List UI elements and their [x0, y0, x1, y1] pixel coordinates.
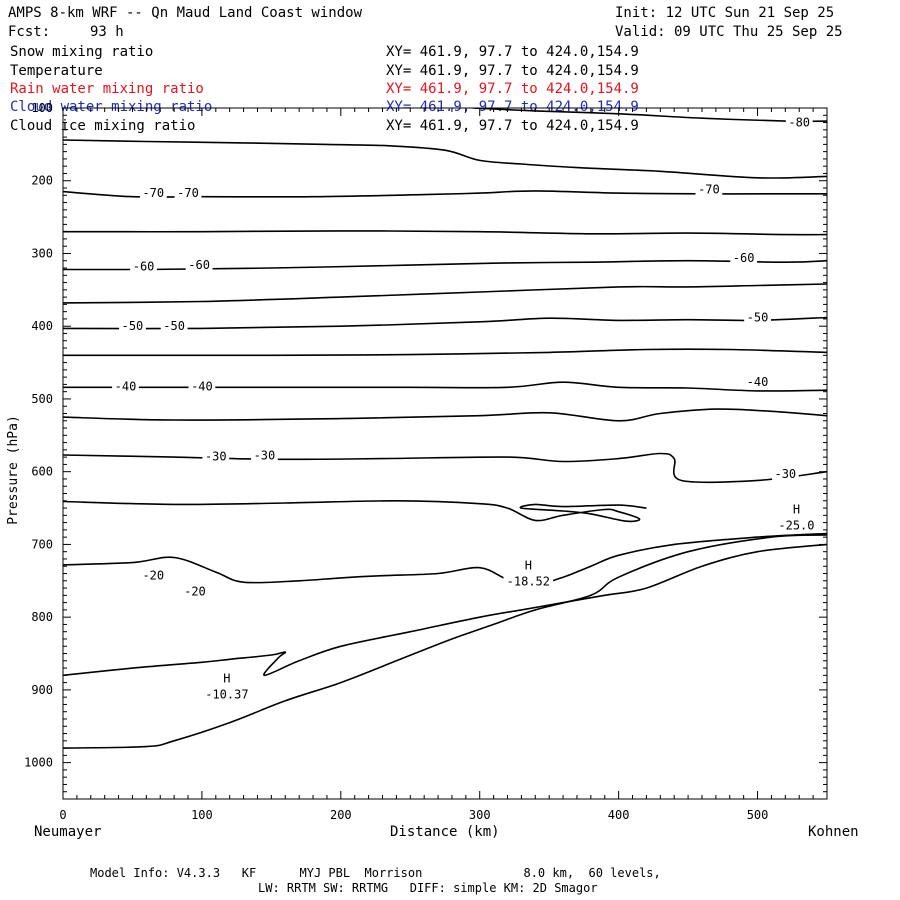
contour-label-bg: [251, 447, 278, 462]
init-time: Init: 12 UTC Sun 21 Sep 25: [615, 5, 835, 21]
contour-label-bg: [771, 465, 799, 480]
contour-label-bg: [185, 257, 213, 272]
contour-label: -30: [774, 467, 796, 481]
contour-label: -60: [133, 260, 155, 274]
y-tick-label: 800: [31, 610, 53, 624]
contour-label-bg: [785, 114, 813, 129]
y-tick-label: 400: [31, 319, 53, 333]
contour-label-bg: [730, 249, 758, 264]
contour-label: -20: [184, 585, 206, 599]
axes-layer: 0 100 200 300 400 500 100 200 300 400 500 600 700 800…: [24, 101, 828, 822]
isotherm-line: [63, 139, 827, 179]
extremum-value-bg: [503, 574, 554, 588]
isotherm-line: [63, 408, 827, 422]
contour-label-bg: [188, 378, 216, 393]
contour-label-bg: [202, 448, 230, 463]
isotherm-line: [63, 259, 827, 271]
field-name: Temperature: [10, 63, 103, 79]
contour-label: -70: [142, 186, 164, 200]
contour-label-bg: [130, 258, 157, 273]
x-tick-label: 100: [191, 808, 213, 822]
contour-label-bg: [744, 374, 771, 389]
field-name: Rain water mixing ratio: [10, 81, 204, 97]
isotherm-line: [63, 534, 827, 749]
x-tick-label: 500: [747, 808, 769, 822]
field-xy: XY= 461.9, 97.7 to 424.0,154.9: [386, 81, 639, 97]
x-end-label: Kohnen: [808, 824, 859, 840]
contour-label: -60: [188, 258, 210, 272]
contour-label: -50: [747, 310, 769, 324]
contour-label-bg: [139, 567, 167, 582]
isotherm-line: [63, 532, 827, 586]
y-tick-label: 100: [31, 101, 53, 115]
forecast-hours: 93 h: [90, 24, 124, 40]
contour-label: -60: [733, 251, 755, 265]
isotherm-line: [63, 283, 827, 304]
contour-label-bg: [695, 181, 723, 196]
field-xy: XY= 461.9, 97.7 to 424.0,154.9: [386, 44, 639, 60]
contour-label-bg: [744, 309, 771, 324]
valid-time: Valid: 09 UTC Thu 25 Sep 25: [615, 24, 843, 40]
contour-label-bg: [119, 318, 146, 333]
isotherm-line: [63, 230, 827, 236]
label-layer: -80 -70 -70 -70 -60 -60 -60 -50 -50 -50 -40 -40 -40 -…: [112, 114, 818, 701]
extremum-value: -18.52: [507, 575, 550, 589]
forecast-label: Fcst:: [8, 24, 51, 40]
extremum-symbol: H: [793, 503, 800, 517]
y-tick-label: 300: [31, 246, 53, 260]
physics-info: LW: RRTM SW: RRTMG DIFF: simple KM: 2D S…: [258, 881, 598, 895]
contour-label-bg: [181, 583, 209, 598]
field-xy: XY= 461.9, 97.7 to 424.0,154.9: [386, 63, 639, 79]
contour-layer: [63, 108, 827, 749]
x-tick-label: 300: [469, 808, 491, 822]
x-axis-title: Distance (km): [390, 824, 500, 840]
contour-label-bg: [160, 318, 188, 333]
isotherm-line: [63, 348, 827, 357]
contour-label: -40: [747, 375, 769, 389]
contour-label: -40: [115, 380, 137, 394]
isotherm-line: [63, 316, 827, 330]
extremum-symbol: H: [223, 671, 230, 685]
contour-label: -70: [177, 186, 199, 200]
contour-label: -30: [205, 449, 227, 463]
extremum-value-bg: [202, 687, 252, 701]
contour-label-bg: [112, 378, 139, 393]
contour-label: -40: [191, 380, 213, 394]
isotherm-line: [63, 452, 827, 484]
contour-label: -30: [254, 449, 276, 463]
field-name: Snow mixing ratio: [10, 44, 154, 60]
extremum-value: -25.0: [778, 519, 814, 533]
chart-title: AMPS 8-km WRF -- Qn Maud Land Coast wind…: [8, 5, 363, 21]
extremum-symbol: H: [525, 559, 532, 573]
y-axis-title: Pressure (hPa): [6, 415, 21, 525]
x-tick-label: 0: [59, 808, 66, 822]
y-tick-label: 1000: [24, 756, 53, 770]
y-tick-label: 600: [31, 465, 53, 479]
extremum-value: -10.37: [205, 687, 248, 701]
contour-label: -70: [698, 182, 720, 196]
contour-label: -50: [163, 319, 185, 333]
contour-label: -80: [788, 116, 810, 130]
plot-frame: [62, 107, 828, 800]
isotherm-line: [63, 499, 647, 523]
isotherm-line: [63, 543, 827, 677]
extremum-value-bg: [775, 518, 818, 532]
x-tick-label: 200: [330, 808, 352, 822]
field-xy: XY= 461.9, 97.7 to 424.0,154.9: [386, 118, 639, 134]
isotherm-line: [472, 108, 827, 123]
x-tick-label: 400: [608, 808, 630, 822]
model-info: Model Info: V4.3.3 KF MYJ PBL Morrison 8…: [90, 866, 661, 880]
x-start-label: Neumayer: [34, 824, 102, 840]
y-tick-label: 200: [31, 174, 53, 188]
y-tick-label: 700: [31, 537, 53, 551]
contour-label-bg: [139, 185, 167, 200]
contour-label: -50: [122, 319, 144, 333]
y-tick-label: 900: [31, 683, 53, 697]
contour-label-bg: [174, 185, 202, 200]
isotherm-line: [63, 381, 827, 392]
contour-label: -20: [142, 569, 164, 583]
y-tick-label: 500: [31, 392, 53, 406]
field-name: Cloud water mixing ratio: [10, 99, 213, 115]
